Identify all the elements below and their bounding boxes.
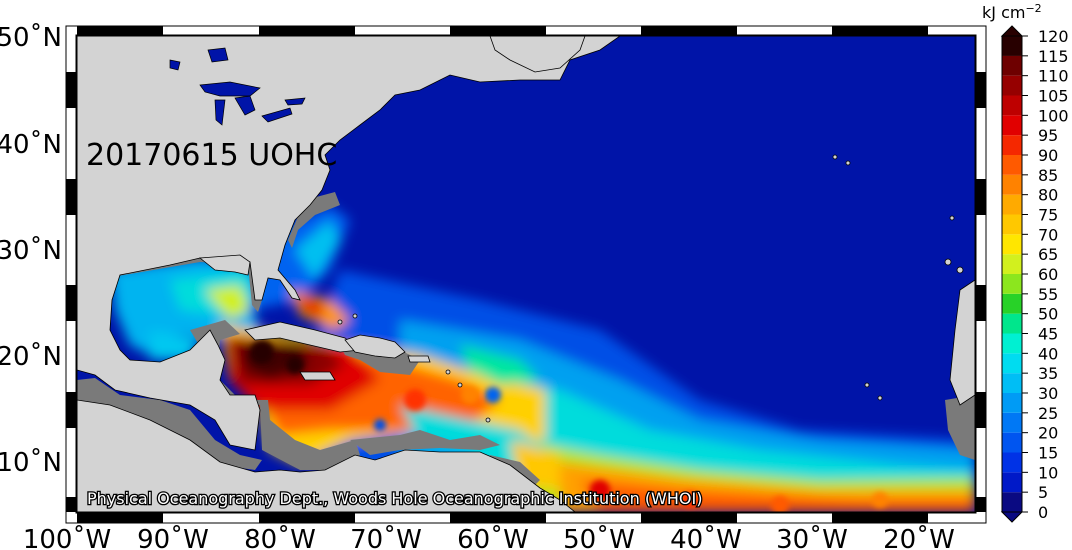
colorbar-tick-label: 50 [1038,305,1058,324]
map-title: 20170615 UOHC [86,138,337,173]
lon-label-90w: 90˚W [137,525,209,550]
colorbar-tick-label: 5 [1038,483,1048,502]
colorbar-swatch [1002,155,1022,175]
lon-label-30w: 30˚W [776,525,848,550]
colorbar-tick-label: 25 [1038,404,1058,423]
lat-label-20n: 20˚N [0,342,62,372]
lon-label-100w: 100˚W [23,525,111,550]
heat-content-field [110,205,975,512]
colorbar-swatch [1002,353,1022,374]
colorbar-max-arrow [1000,25,1024,37]
colorbar-swatch [1002,432,1022,453]
great-lakes[interactable] [169,47,306,126]
colorbar-tick-label: 55 [1038,285,1058,304]
longitude-checker-border [77,26,928,523]
colorbar-min-arrow [1000,511,1024,523]
colorbar-tick-label: 45 [1038,325,1058,344]
colorbar-swatch [1002,254,1022,274]
colorbar-swatch [1002,492,1022,512]
colorbar-tick-label: 35 [1038,364,1058,383]
colorbar-tick-label: 40 [1038,344,1058,363]
colorbar-swatch [1002,412,1022,433]
lon-label-80w: 80˚W [244,525,316,550]
lon-label-60w: 60˚W [457,525,529,550]
colorbar-swatch [1002,293,1022,314]
colorbar-tick-label: 30 [1038,384,1058,403]
lat-label-40n: 40˚N [0,130,62,160]
colorbar-tick-label: 120 [1038,27,1069,46]
longitude-labels: 100˚W 90˚W 80˚W 70˚W 60˚W 50˚W 40˚W 30˚W… [23,525,955,550]
lat-label-30n: 30˚N [0,236,62,266]
colorbar: 0510152025303540455055606570758085909510… [982,2,1069,523]
colorbar-tick-label: 85 [1038,166,1058,185]
colorbar-tick-label: 115 [1038,47,1069,66]
colorbar-tick-label: 110 [1038,67,1069,86]
colorbar-swatch [1002,75,1022,96]
colorbar-tick-label: 75 [1038,206,1058,225]
colorbar-swatch [1002,36,1022,56]
colorbar-swatch [1002,194,1022,215]
colorbar-swatch [1002,452,1022,473]
colorbar-tick-label: 100 [1038,106,1069,125]
colorbar-tick-label: 0 [1038,503,1048,522]
colorbar-tick-label: 70 [1038,225,1058,244]
colorbar-tick-labels: 0510152025303540455055606570758085909510… [1022,27,1069,522]
credit-text: Physical Oceanography Dept., Woods Hole … [87,489,702,508]
colorbar-swatch [1002,135,1022,155]
lon-label-50w: 50˚W [563,525,635,550]
lat-label-50n: 50˚N [0,23,62,53]
colorbar-tick-label: 65 [1038,245,1058,264]
latitude-checker-border [66,72,986,512]
colorbar-unit: kJ cm−2 [982,2,1042,22]
colorbar-swatch [1002,115,1022,136]
colorbar-tick-label: 105 [1038,87,1069,106]
colorbar-swatch [1002,393,1022,413]
colorbar-tick-label: 80 [1038,186,1058,205]
colorbar-swatch [1002,214,1022,235]
colorbar-tick-label: 95 [1038,126,1058,145]
colorbar-swatch [1002,333,1022,354]
colorbar-swatches [1002,36,1022,512]
small-islands [337,154,964,423]
colorbar-swatch [1002,373,1022,393]
colorbar-swatch [1002,174,1022,195]
colorbar-swatch [1002,95,1022,116]
colorbar-tick-label: 15 [1038,444,1058,463]
colorbar-swatch [1002,274,1022,294]
colorbar-tick-label: 90 [1038,146,1058,165]
lon-label-40w: 40˚W [670,525,742,550]
colorbar-swatch [1002,55,1022,76]
lat-label-10n: 10˚N [0,448,62,478]
colorbar-swatch [1002,472,1022,493]
colorbar-tick-label: 10 [1038,463,1058,482]
colorbar-tick-label: 20 [1038,424,1058,443]
colorbar-swatch [1002,313,1022,334]
land-masses [77,36,975,512]
colorbar-tick-label: 60 [1038,265,1058,284]
colorbar-swatch [1002,234,1022,255]
latitude-labels: 50˚N 40˚N 30˚N 20˚N 10˚N [0,23,62,478]
lon-label-70w: 70˚W [350,525,422,550]
lon-label-20w: 20˚W [883,525,955,550]
